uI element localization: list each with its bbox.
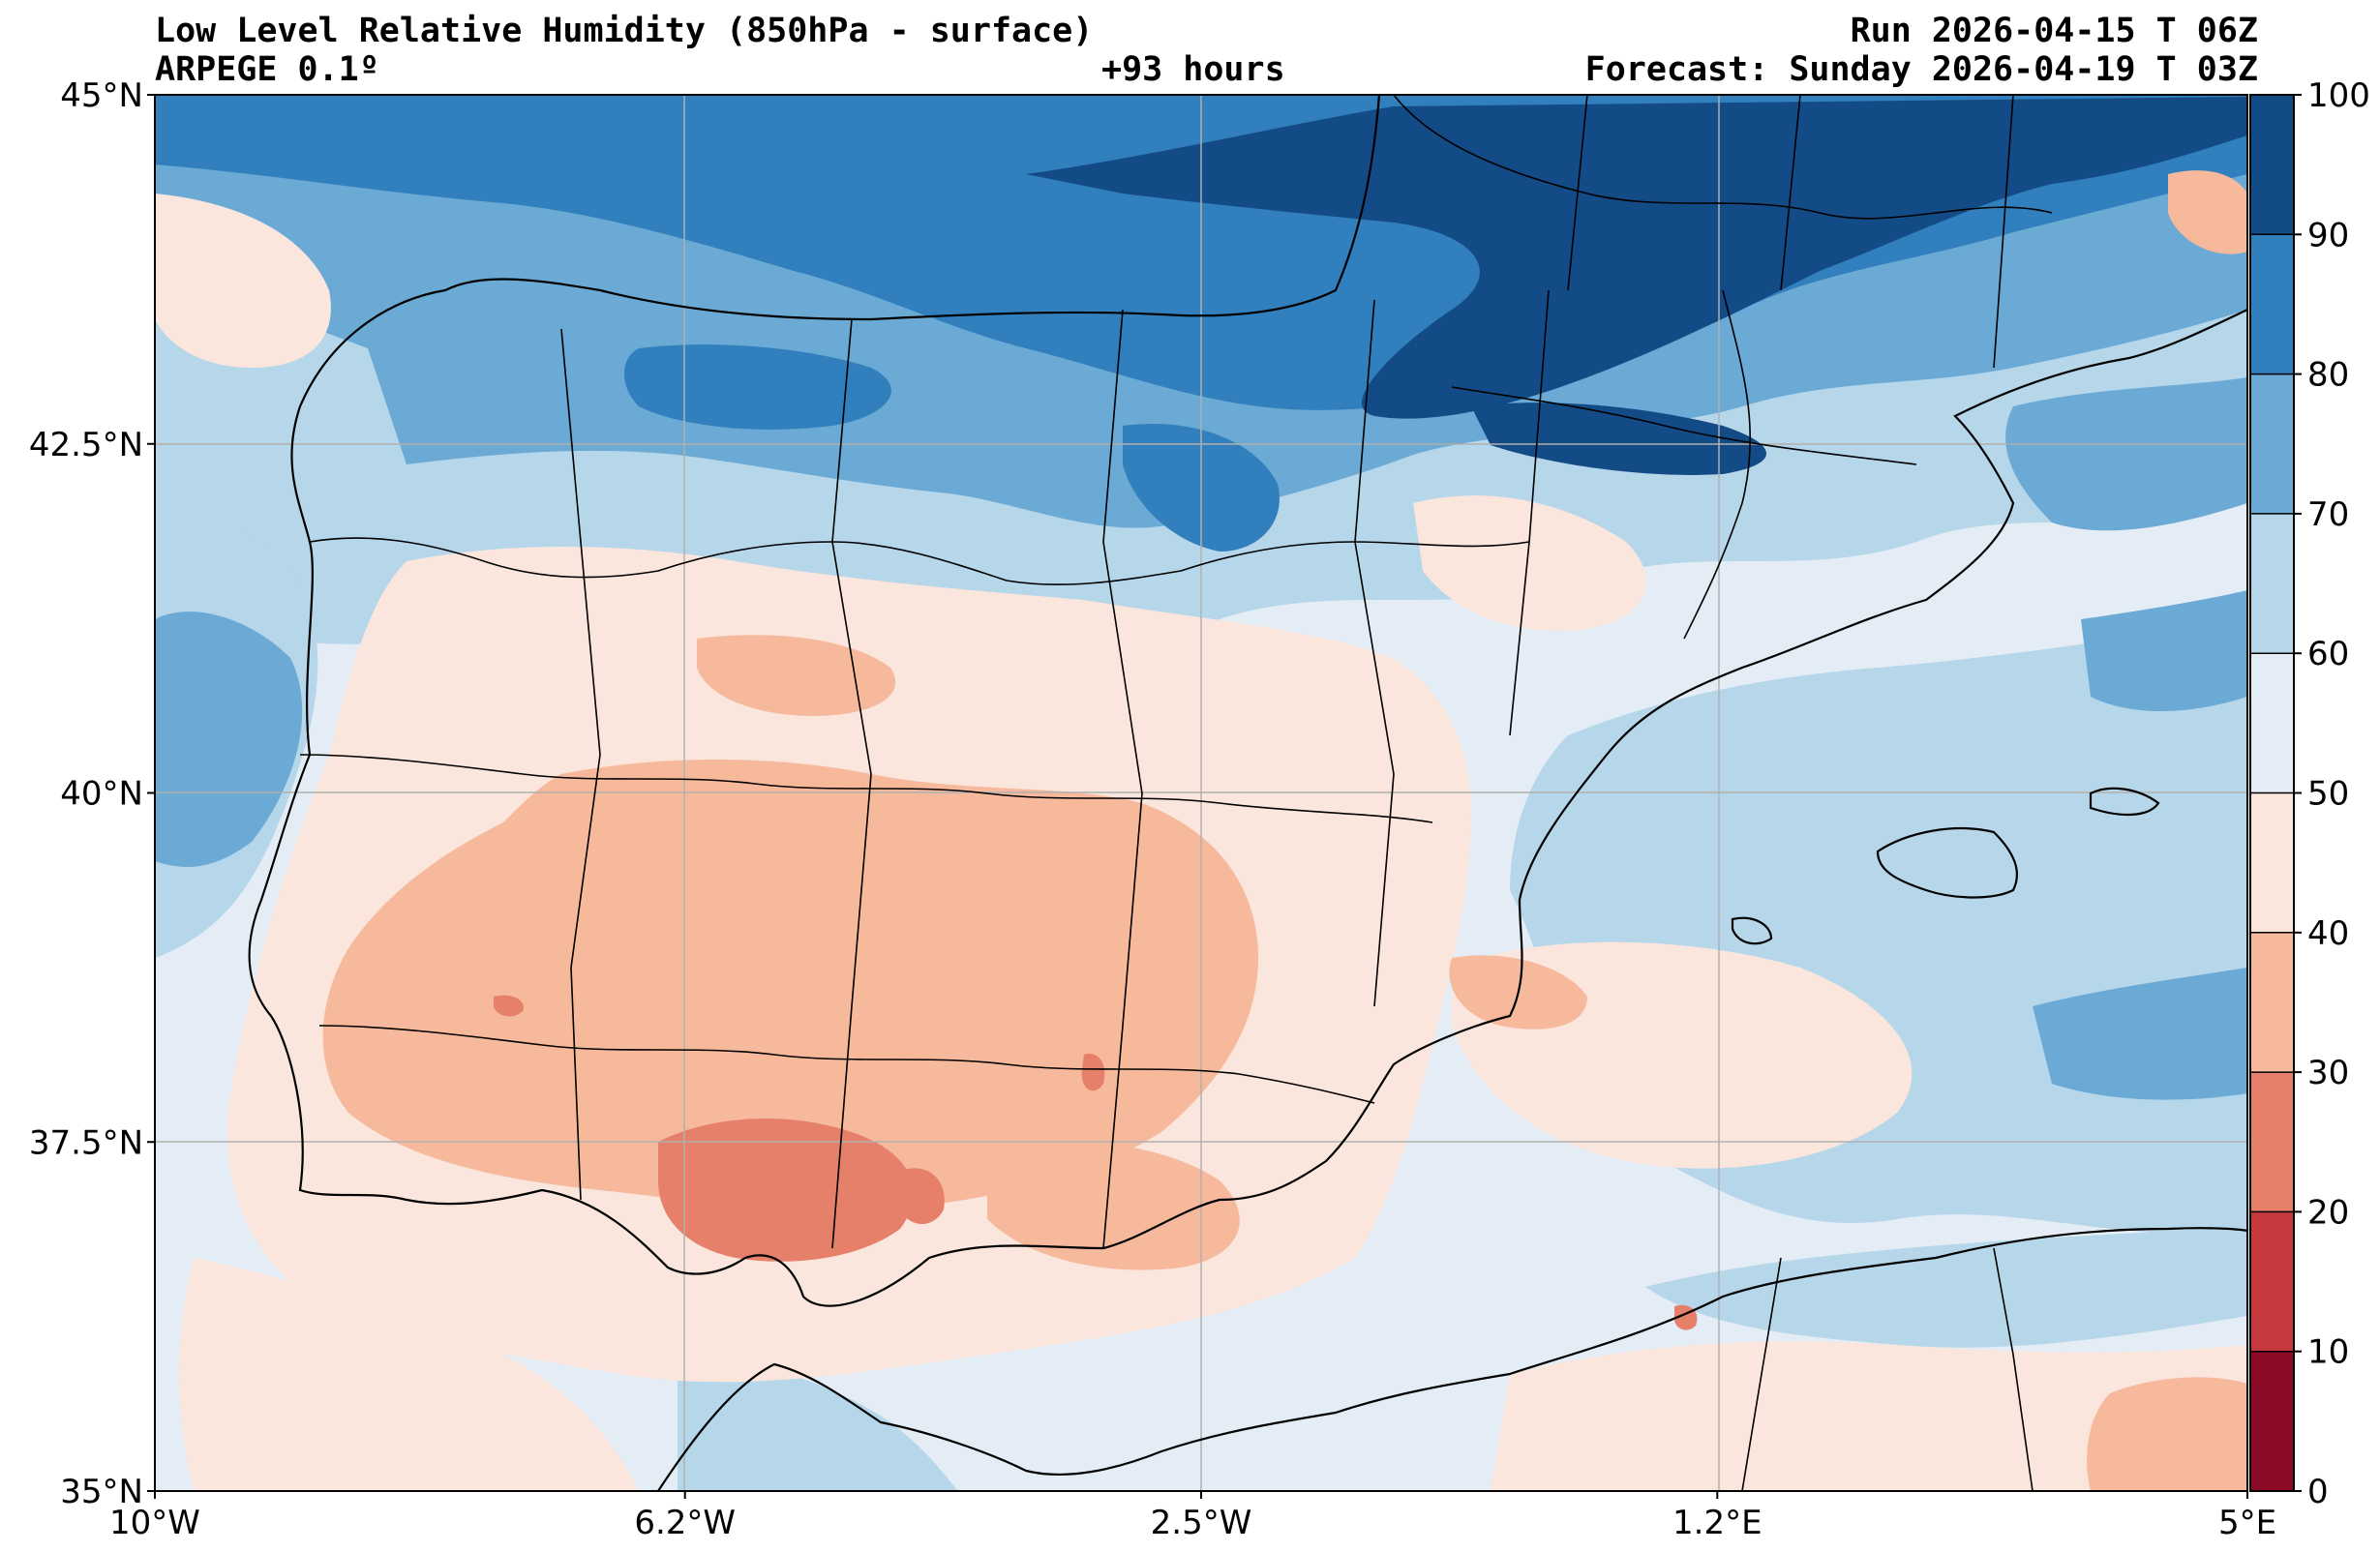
colorbar-label: 90 (2307, 216, 2349, 254)
colorbar-swatch (2250, 653, 2294, 793)
model-label: ARPEGE 0.1º (155, 50, 379, 89)
latitude-ticks: 45°N 42.5°N 40°N 37.5°N 35°N (29, 76, 155, 1511)
colorbar-swatch (2250, 932, 2294, 1073)
colorbar-swatch (2250, 373, 2294, 514)
longitude-ticks: 10°W 6.2°W 2.5°W 1.2°E 5°E (109, 1491, 2276, 1542)
run-label: Run 2026-04-15 T 06Z (1850, 12, 2258, 50)
lon-tick-label: 1.2°E (1672, 1504, 1762, 1542)
colorbar-label: 80 (2307, 356, 2349, 395)
lat-tick-label: 42.5°N (29, 426, 143, 464)
colorbar-swatch (2250, 513, 2294, 654)
colorbar-label: 20 (2307, 1193, 2349, 1232)
forecast-label: Forecast: Sunday 2026-04-19 T 03Z (1584, 50, 2258, 89)
lat-tick-label: 45°N (60, 76, 143, 115)
colorbar-swatch (2250, 1351, 2294, 1491)
colorbar-swatch (2250, 95, 2294, 235)
admin-borders (299, 95, 2053, 1491)
colorbar-label: 60 (2307, 635, 2349, 673)
colorbar-label: 40 (2307, 914, 2349, 953)
lon-tick-label: 10°W (109, 1504, 200, 1542)
lat-tick-label: 37.5°N (29, 1123, 143, 1162)
colorbar-label: 10 (2307, 1333, 2349, 1372)
colorbar: 0 10 20 30 40 50 60 70 80 90 100 (2249, 76, 2370, 1511)
gridlines (155, 95, 2247, 1491)
colorbar-label: 30 (2307, 1054, 2349, 1092)
colorbar-label: 0 (2307, 1473, 2329, 1511)
lat-tick-label: 35°N (60, 1473, 143, 1511)
lead-time-label: +93 hours (1101, 50, 1285, 89)
map-title: Low Level Relative Humidity (850hPa - su… (155, 12, 1094, 50)
colorbar-label: 100 (2307, 76, 2370, 115)
colorbar-swatch (2250, 234, 2294, 374)
colorbar-swatch (2250, 1211, 2294, 1352)
coastlines (248, 95, 2247, 1491)
lon-tick-label: 2.5°W (1151, 1504, 1252, 1542)
colorbar-swatch (2250, 792, 2294, 933)
lat-tick-label: 40°N (60, 775, 143, 814)
lon-tick-label: 6.2°W (634, 1504, 736, 1542)
colorbar-swatch (2250, 1072, 2294, 1212)
lon-tick-label: 5°E (2218, 1504, 2276, 1542)
colorbar-label: 50 (2307, 775, 2349, 814)
colorbar-frame (2249, 94, 2295, 1492)
colorbar-label: 70 (2307, 495, 2349, 534)
